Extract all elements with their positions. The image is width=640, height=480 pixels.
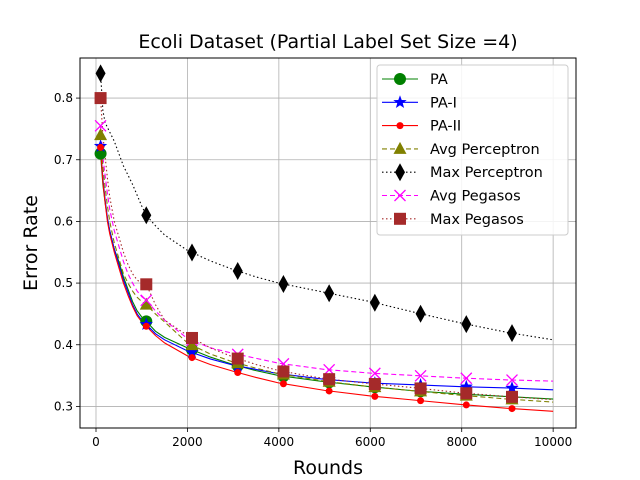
- legend-frame: [376, 64, 569, 236]
- legend-marker-max-pegasos: [394, 212, 406, 225]
- y-axis-label: Error Rate: [20, 195, 42, 291]
- y-tick-label: 0.4: [54, 338, 73, 352]
- data-point-max-pegasos: [368, 378, 381, 391]
- x-axis-label: Rounds: [293, 457, 363, 479]
- data-point-pa-ii: [417, 397, 425, 405]
- data-point-avg-perceptron: [185, 338, 199, 351]
- legend-label-max-pegasos: Max Pegasos: [430, 212, 524, 228]
- data-point-avg-pegasos: [414, 369, 427, 382]
- data-point-avg-pegasos: [368, 367, 381, 380]
- legend-marker-avg-pegasos: [394, 189, 406, 202]
- data-point-pa-ii: [508, 405, 516, 413]
- data-point-max-pegasos: [231, 352, 244, 365]
- data-point-max-pegasos: [94, 92, 107, 105]
- x-tick-label: 2000: [172, 435, 203, 449]
- data-point-avg-pegasos: [94, 119, 107, 132]
- legend-label-pa: PA: [430, 72, 448, 88]
- chart-title: Ecoli Dataset (Partial Label Set Size =4…: [138, 31, 517, 53]
- y-tick-label: 0.3: [54, 399, 73, 413]
- data-point-avg-pegasos: [140, 294, 153, 307]
- x-tick-label: 0: [92, 435, 100, 449]
- data-point-pa-ii: [371, 392, 379, 400]
- data-point-max-perceptron: [141, 206, 152, 225]
- data-point-pa-ii: [462, 401, 470, 409]
- axis-ticks: 0 2000 4000 6000 8000 10000 0.3 0.4 0.5 0.6 0.7 0.8: [54, 91, 572, 449]
- data-point-max-perceptron: [187, 243, 197, 262]
- data-point-pa-ii: [142, 322, 150, 330]
- data-point-max-perceptron: [415, 304, 426, 323]
- data-point-avg-perceptron: [94, 128, 108, 141]
- data-point-max-pegasos: [460, 387, 473, 400]
- series-line-avg-pegasos: [100, 125, 554, 382]
- data-point-max-pegasos: [140, 278, 153, 291]
- legend-label-pa-ii: PA-II: [430, 119, 461, 135]
- data-point-pa-ii: [279, 380, 287, 388]
- data-point-pa-ii: [188, 354, 196, 362]
- data-point-pa-i: [459, 379, 473, 393]
- data-point-max-perceptron: [461, 315, 472, 334]
- data-point-max-pegasos: [414, 382, 427, 395]
- x-tick-label: 4000: [264, 435, 295, 449]
- legend-marker-max-perceptron: [395, 163, 405, 182]
- x-tick-label: 10000: [534, 435, 572, 449]
- data-point-avg-pegasos: [460, 372, 473, 385]
- legend: PA PA-I PA-II Avg Perceptron Max Perceptron A…: [376, 64, 569, 236]
- series-line-max-pegasos: [100, 98, 554, 401]
- legend-marker-pa: [394, 73, 406, 85]
- data-point-pa-i: [505, 381, 519, 394]
- x-tick-label: 8000: [446, 435, 477, 449]
- plot-frame: [79, 57, 577, 429]
- data-point-pa-ii: [97, 143, 105, 151]
- series-markers: [93, 64, 519, 413]
- data-point-avg-perceptron: [139, 297, 153, 310]
- data-point-max-perceptron: [278, 275, 289, 294]
- y-tick-label: 0.5: [54, 276, 73, 290]
- data-point-max-perceptron: [95, 64, 106, 83]
- data-point-avg-pegasos: [506, 374, 518, 386]
- legend-marker-pa-ii: [396, 122, 404, 130]
- data-point-pa-ii: [234, 369, 242, 376]
- data-point-max-pegasos: [277, 365, 290, 378]
- legend-label-avg-pegasos: Avg Pegasos: [430, 189, 521, 205]
- legend-marker-pa-i: [393, 95, 407, 108]
- data-point-max-perceptron: [507, 324, 517, 343]
- y-tick-label: 0.8: [54, 91, 73, 105]
- data-point-max-pegasos: [186, 331, 198, 344]
- data-point-max-pegasos: [323, 373, 336, 386]
- data-point-max-perceptron: [324, 284, 335, 303]
- data-point-pa-i: [185, 345, 199, 359]
- series-line-pa-ii: [100, 147, 554, 412]
- data-point-max-perceptron: [369, 293, 380, 312]
- y-tick-label: 0.6: [54, 214, 73, 228]
- legend-label-max-perceptron: Max Perceptron: [430, 165, 543, 181]
- legend-label-avg-perceptron: Avg Perceptron: [430, 142, 540, 158]
- data-point-pa-ii: [325, 387, 333, 395]
- data-point-max-pegasos: [506, 390, 518, 403]
- y-tick-label: 0.7: [54, 153, 73, 167]
- legend-label-pa-i: PA-I: [430, 95, 457, 111]
- legend-marker-avg-perceptron: [393, 141, 407, 154]
- data-point-max-perceptron: [232, 261, 243, 280]
- x-tick-label: 6000: [355, 435, 386, 449]
